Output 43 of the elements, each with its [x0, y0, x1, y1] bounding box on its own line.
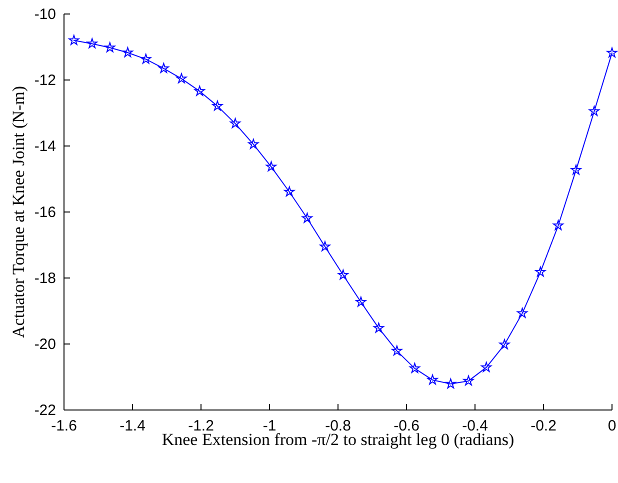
point — [248, 138, 259, 149]
point — [606, 47, 618, 58]
y-tick-label: -12 — [34, 72, 56, 89]
point — [284, 186, 295, 196]
point — [140, 54, 152, 64]
y-axis-title: Actuator Torque at Knee Joint (N-m) — [9, 86, 28, 338]
point — [338, 270, 348, 280]
point — [230, 118, 240, 128]
point — [535, 266, 546, 277]
point — [122, 47, 133, 58]
point — [499, 339, 510, 350]
y-tick-label: -16 — [34, 204, 56, 221]
point — [104, 42, 116, 52]
point — [588, 106, 600, 116]
point — [356, 296, 366, 307]
y-tick-label: -10 — [34, 6, 56, 23]
point — [374, 322, 384, 333]
point — [302, 212, 312, 223]
x-tick-label: -1.4 — [120, 418, 146, 435]
y-tick-label: -22 — [34, 402, 56, 419]
point — [194, 86, 205, 96]
point — [158, 62, 169, 73]
point — [463, 375, 474, 386]
point — [552, 220, 564, 230]
point — [517, 308, 528, 318]
x-tick-label: -0.2 — [530, 418, 556, 435]
point — [86, 38, 98, 48]
y-tick-label: -14 — [34, 138, 56, 155]
x-tick-label: 0 — [608, 418, 616, 435]
point — [266, 161, 276, 172]
point — [481, 362, 492, 372]
point — [176, 73, 187, 84]
point — [570, 164, 582, 175]
point — [212, 100, 223, 111]
y-tick-label: -20 — [34, 336, 56, 353]
y-tick-label: -18 — [34, 270, 56, 287]
point — [68, 34, 80, 45]
x-tick-label: -1.6 — [51, 418, 77, 435]
point — [427, 374, 438, 385]
point — [409, 362, 420, 373]
point — [320, 241, 330, 252]
point — [445, 378, 456, 388]
point — [392, 345, 402, 356]
